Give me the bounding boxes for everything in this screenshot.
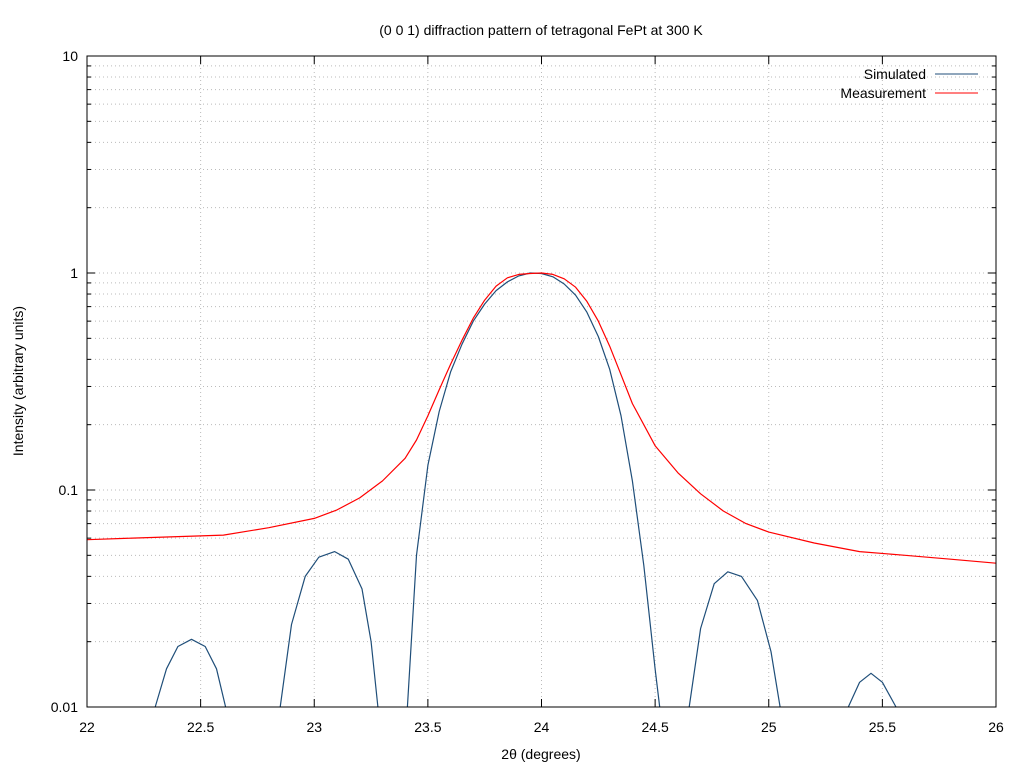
y-tick-label: 0.1	[59, 482, 79, 498]
x-tick-label: 23.5	[414, 719, 441, 735]
series-line-simulated-4	[847, 672, 897, 708]
chart-title: (0 0 1) diffraction pattern of tetragona…	[379, 22, 703, 38]
series-line-simulated-1	[279, 550, 379, 708]
legend-label-simulated: Simulated	[864, 66, 926, 82]
series-layer	[86, 272, 997, 708]
x-tick-label: 26	[988, 719, 1004, 735]
x-axis-label: 2θ (degrees)	[501, 746, 580, 762]
ticks: 22 22.5 23 23.5 24 24.5 25 25.5 26 0.01 0.1 1 10	[51, 48, 1004, 735]
series-line-measurement	[86, 272, 997, 564]
series-simulated	[154, 272, 897, 708]
x-tick-label: 25	[761, 719, 777, 735]
x-tick-label: 25.5	[869, 719, 896, 735]
series-line-simulated-2	[406, 272, 661, 708]
series-measurement	[86, 272, 997, 564]
plot-frame	[86, 55, 997, 708]
legend-label-measurement: Measurement	[840, 85, 926, 101]
y-tick-label: 0.01	[51, 699, 78, 715]
y-tick-label: 10	[62, 48, 78, 64]
x-tick-label: 23	[306, 719, 322, 735]
series-line-simulated-3	[688, 571, 781, 708]
x-tick-label: 24	[534, 719, 550, 735]
x-tick-label: 24.5	[642, 719, 669, 735]
legend: Simulated Measurement	[840, 66, 978, 101]
y-tick-label: 1	[70, 265, 78, 281]
x-tick-label: 22.5	[187, 719, 214, 735]
x-tick-label: 22	[79, 719, 95, 735]
grid	[87, 56, 996, 707]
y-axis-label: Intensity (arbitrary units)	[10, 306, 26, 456]
series-line-simulated-0	[154, 638, 227, 708]
